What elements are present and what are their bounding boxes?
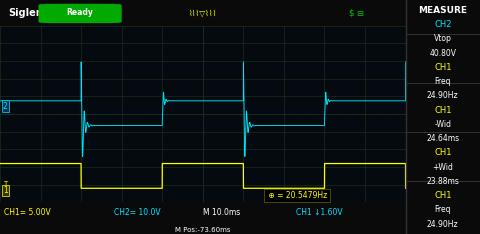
Text: T: T	[3, 181, 7, 187]
Text: CH2= 10.0V: CH2= 10.0V	[114, 208, 160, 217]
Text: MEASURE: MEASURE	[418, 6, 468, 15]
Text: CH1: CH1	[434, 191, 452, 200]
Text: ⊕ = 20.5479Hz: ⊕ = 20.5479Hz	[266, 191, 328, 200]
Text: 1: 1	[3, 186, 8, 195]
Text: M 10.0ms: M 10.0ms	[203, 208, 240, 217]
Text: Siglent: Siglent	[8, 8, 48, 18]
Text: CH1: CH1	[434, 148, 452, 157]
Text: Ready: Ready	[66, 8, 93, 17]
Text: CH1: CH1	[434, 63, 452, 72]
Text: 2: 2	[3, 102, 8, 111]
Text: Freq: Freq	[434, 77, 451, 86]
Text: CH2: CH2	[434, 20, 452, 29]
Text: CH1: CH1	[434, 106, 452, 115]
Text: 24.90Hz: 24.90Hz	[427, 91, 458, 100]
Text: $ ⊟: $ ⊟	[349, 8, 364, 17]
Text: 24.64ms: 24.64ms	[426, 134, 459, 143]
Text: Freq: Freq	[434, 205, 451, 215]
Text: 23.88ms: 23.88ms	[426, 177, 459, 186]
Text: CH1= 5.00V: CH1= 5.00V	[4, 208, 51, 217]
Text: -Wid: -Wid	[434, 120, 451, 129]
Text: +Wid: +Wid	[432, 163, 453, 172]
Text: Vtop: Vtop	[434, 34, 452, 43]
FancyBboxPatch shape	[38, 4, 122, 23]
Text: M Pos:-73.60ms: M Pos:-73.60ms	[175, 227, 230, 233]
Text: CH1 ↓1.60V: CH1 ↓1.60V	[296, 208, 343, 217]
Text: 40.80V: 40.80V	[429, 49, 456, 58]
Text: ⌇⌇⌇▽⌇⌇⌇: ⌇⌇⌇▽⌇⌇⌇	[189, 8, 217, 17]
Text: 24.90Hz: 24.90Hz	[427, 220, 458, 229]
